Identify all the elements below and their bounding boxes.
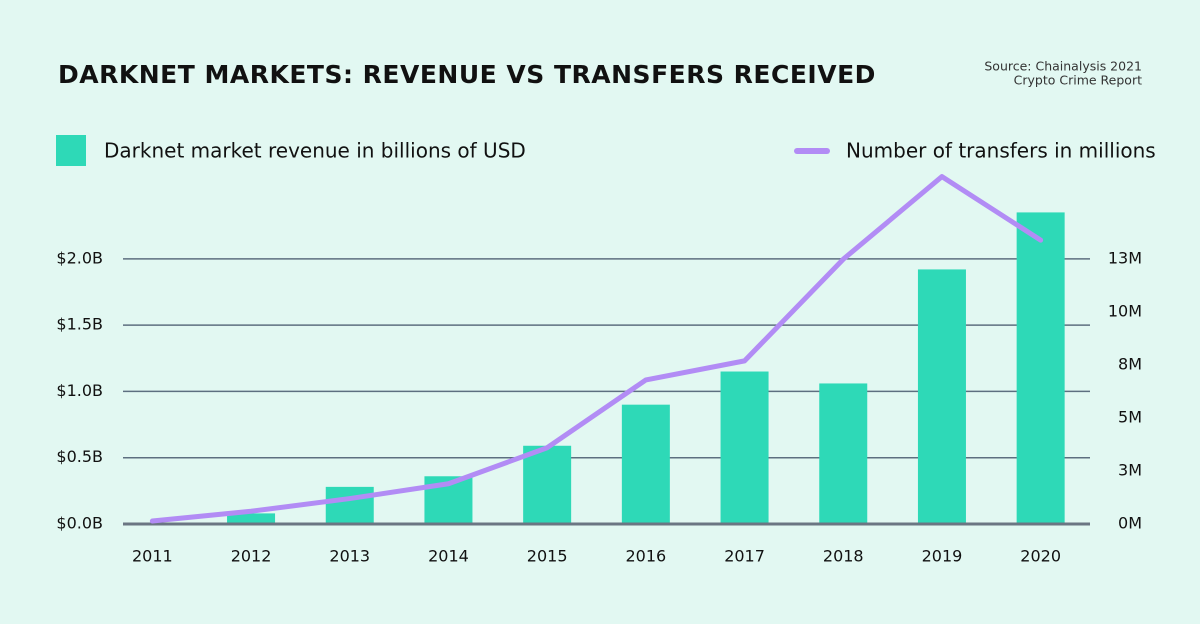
x-tick-label: 2014 — [428, 547, 469, 566]
bar — [227, 513, 276, 524]
y-tick-label: $0.0B — [56, 514, 103, 533]
legend-label: Number of transfers in millions — [846, 139, 1156, 163]
y2-tick-label: 8M — [1118, 355, 1142, 374]
x-tick-label: 2019 — [922, 547, 963, 566]
y2-tick-label: 0M — [1118, 514, 1142, 533]
x-tick-label: 2015 — [527, 547, 568, 566]
chart-title: DARKNET MARKETS: REVENUE VS TRANSFERS RE… — [58, 60, 876, 89]
y2-tick-label: 3M — [1118, 461, 1142, 480]
x-tick-label: 2012 — [231, 547, 272, 566]
x-tick-label: 2020 — [1020, 547, 1061, 566]
y2-tick-label: 5M — [1118, 408, 1142, 427]
y-tick-label: $2.0B — [56, 248, 103, 267]
bar — [917, 269, 966, 524]
legend-label: Darknet market revenue in billions of US… — [104, 139, 526, 163]
bar — [325, 486, 374, 524]
legend-swatch — [56, 135, 86, 166]
y2-tick-label: 13M — [1108, 249, 1142, 268]
source: Crypto Crime Report — [1014, 73, 1142, 88]
y-tick-label: $0.5B — [56, 447, 103, 466]
x-tick-label: 2018 — [823, 547, 864, 566]
bar — [720, 371, 769, 524]
source: Source: Chainalysis 2021 — [984, 59, 1142, 74]
bar — [523, 445, 572, 524]
bar — [621, 404, 670, 524]
y-tick-label: $1.0B — [56, 381, 103, 400]
y2-tick-label: 10M — [1108, 302, 1142, 321]
bar — [819, 383, 868, 524]
bar — [1016, 212, 1065, 524]
x-tick-label: 2011 — [132, 547, 173, 566]
y-tick-label: $1.5B — [56, 315, 103, 334]
x-tick-label: 2017 — [724, 547, 765, 566]
x-tick-label: 2016 — [625, 547, 666, 566]
line — [149, 174, 1044, 524]
x-tick-label: 2013 — [329, 547, 370, 566]
